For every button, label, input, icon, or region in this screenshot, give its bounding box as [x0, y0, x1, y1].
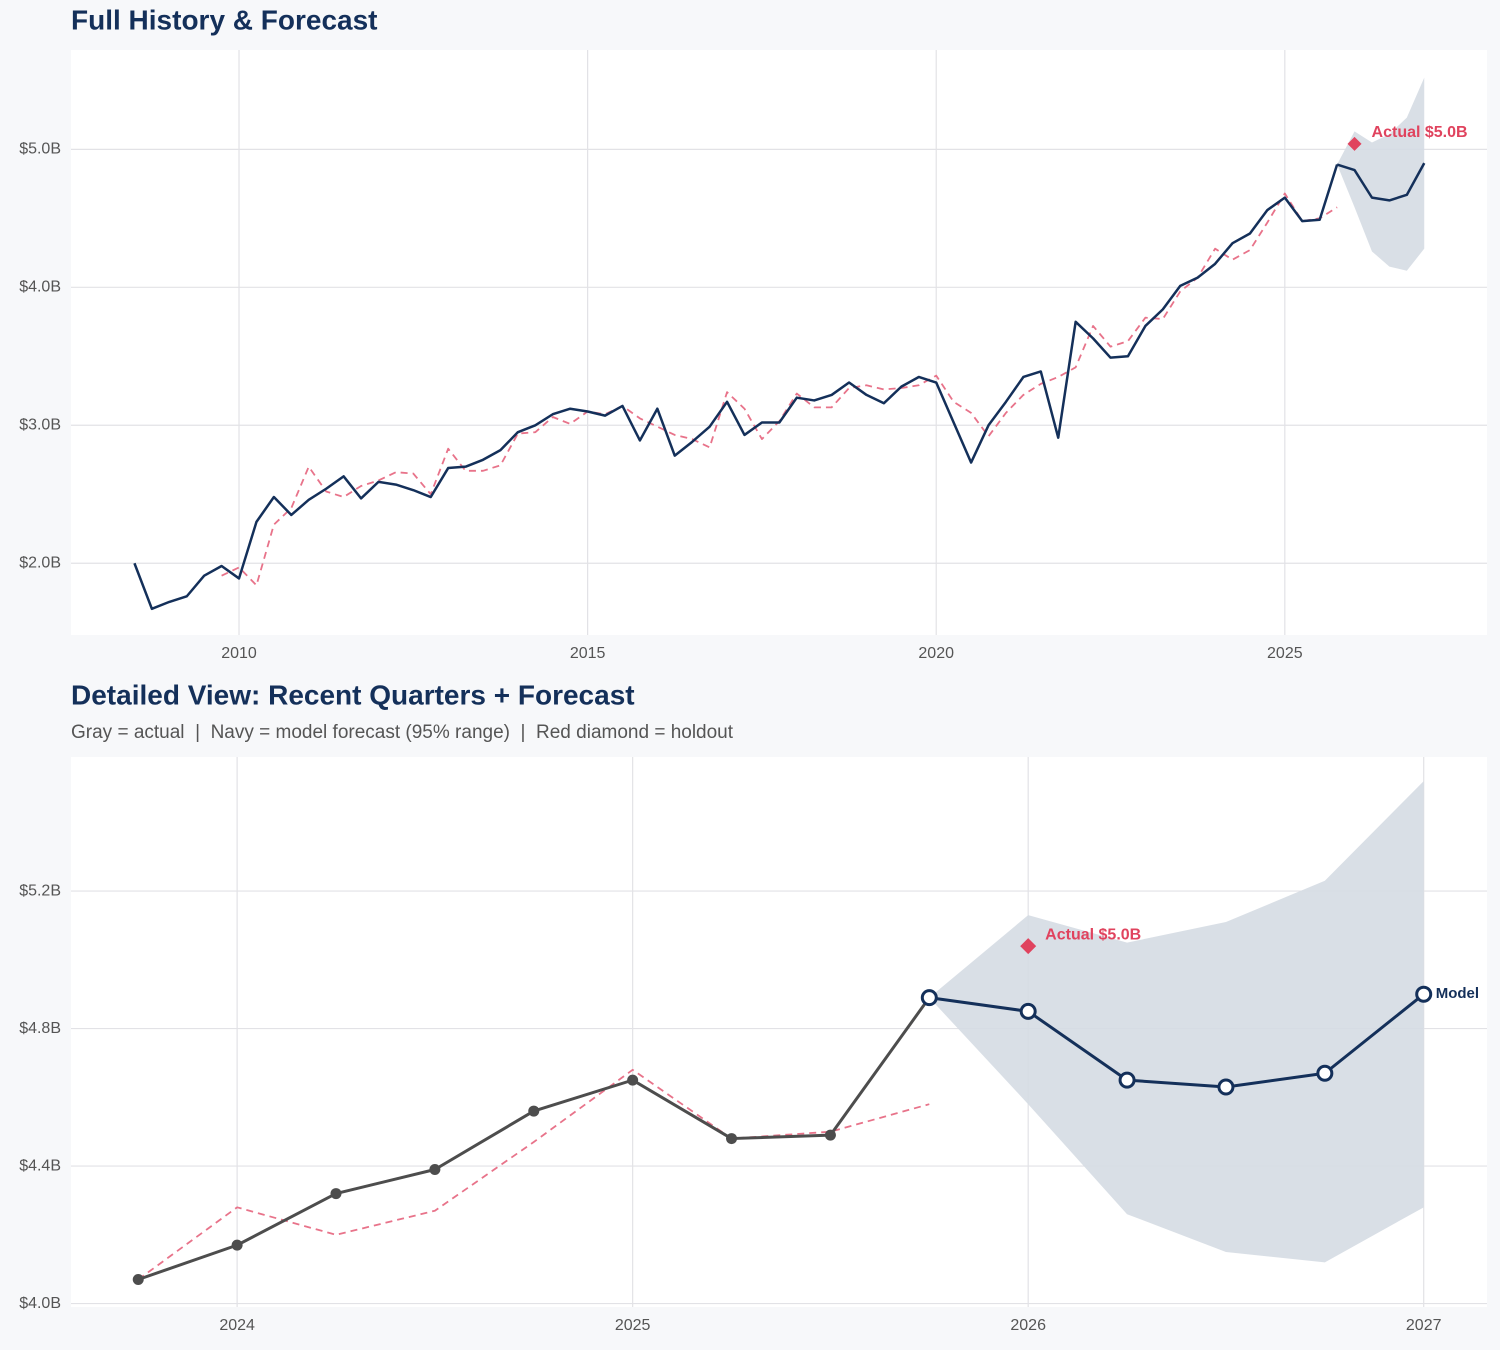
point: [1019, 1002, 1037, 1020]
fitted-line: [137, 1068, 930, 1281]
point: [528, 1105, 540, 1117]
x-tick-label: 2025: [615, 1317, 651, 1334]
end-label: Model: [1436, 985, 1479, 1002]
y-tick-label: $4.4B: [19, 1157, 61, 1174]
x-tick-label: 2015: [570, 645, 606, 662]
x-tick-label: 2025: [1267, 645, 1303, 662]
y-tick-label: $5.2B: [19, 882, 61, 899]
point: [330, 1188, 342, 1200]
series-line: [929, 993, 1425, 1089]
holdout-label: Actual $5.0B: [1372, 124, 1468, 141]
series-line: [1336, 162, 1426, 202]
forecast-band: [929, 781, 1424, 1263]
point: [824, 1129, 836, 1141]
point: [627, 1074, 639, 1086]
x-tick-label: 2024: [219, 1317, 255, 1334]
y-tick-label: $4.0B: [19, 1295, 61, 1312]
point: [231, 1239, 243, 1251]
series-line: [133, 164, 1339, 611]
point: [920, 989, 938, 1007]
x-tick-label: 2020: [918, 645, 954, 662]
point: [726, 1133, 738, 1145]
x-tick-label: 2010: [221, 645, 257, 662]
forecast-band: [1337, 77, 1425, 271]
holdout-label: Actual $5.0B: [1045, 926, 1141, 943]
y-tick-label: $2.0B: [19, 554, 61, 571]
x-tick-label: 2027: [1406, 1317, 1442, 1334]
chart-title: Detailed View: Recent Quarters + Forecas…: [71, 679, 635, 710]
holdout-marker: [1347, 136, 1362, 151]
point: [1415, 985, 1433, 1003]
chart-subtitle: Gray = actual | Navy = model forecast (9…: [71, 722, 734, 743]
point: [429, 1164, 441, 1175]
y-tick-label: $4.0B: [19, 279, 61, 296]
point: [1316, 1064, 1334, 1082]
holdout-marker: [1020, 938, 1037, 955]
point: [1217, 1078, 1235, 1096]
x-tick-label: 2026: [1010, 1317, 1046, 1334]
point: [132, 1274, 144, 1285]
point: [1118, 1071, 1136, 1089]
y-tick-label: $4.8B: [19, 1020, 61, 1037]
chart-title: Full History & Forecast: [71, 4, 378, 35]
y-tick-label: $5.0B: [19, 141, 61, 158]
y-tick-label: $3.0B: [19, 417, 61, 434]
plot-area: [71, 50, 1487, 635]
